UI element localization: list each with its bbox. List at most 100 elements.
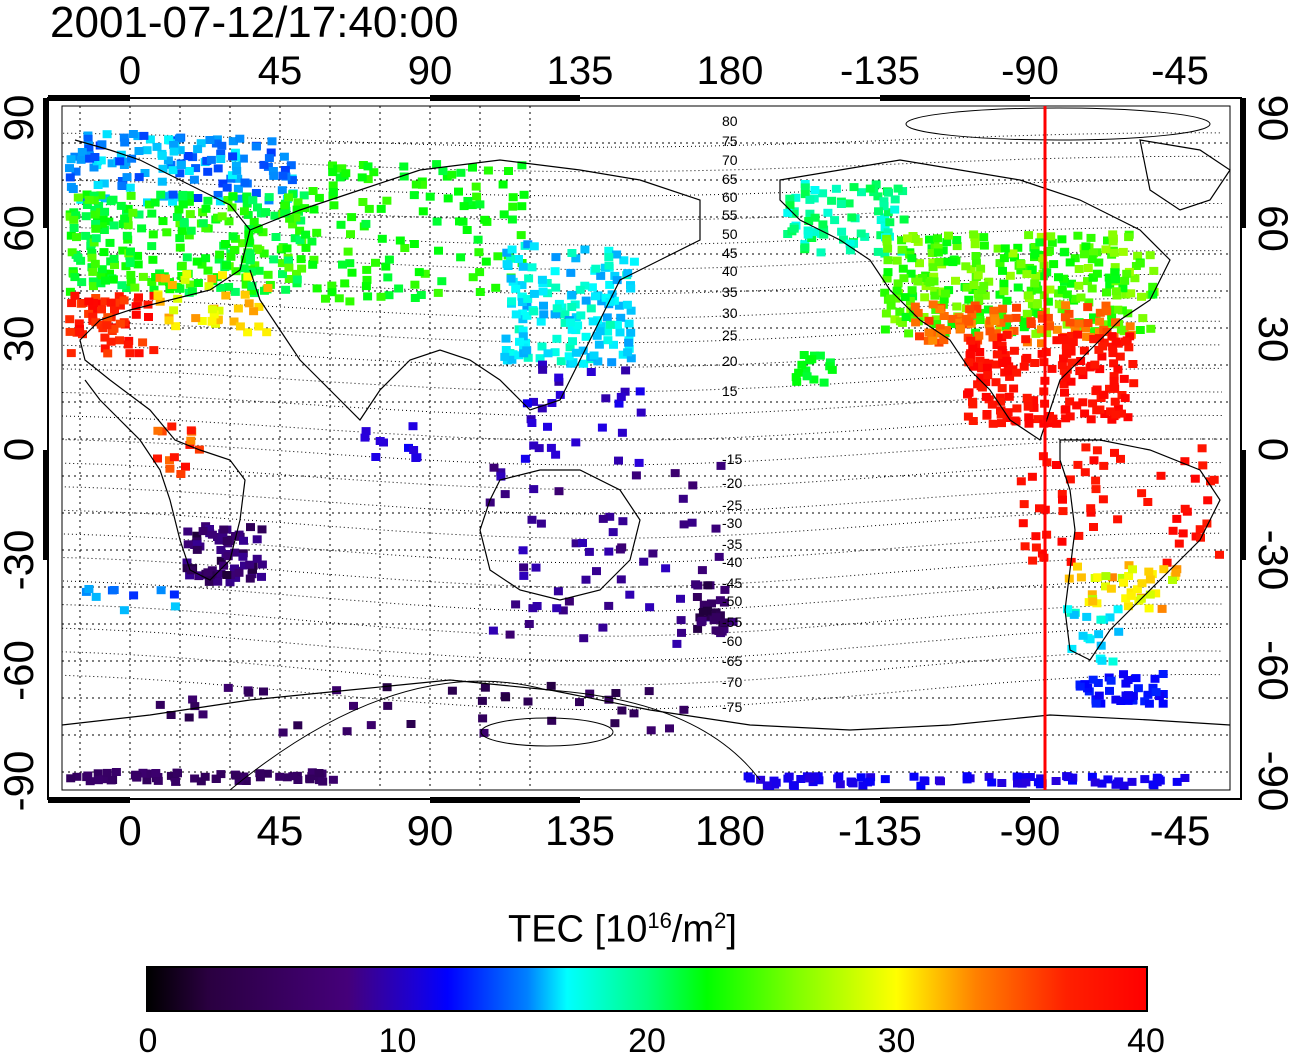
tec-cell bbox=[416, 291, 426, 299]
tec-cell bbox=[227, 171, 237, 180]
tec-cell bbox=[1004, 362, 1014, 371]
tec-cell bbox=[278, 171, 288, 180]
tec-cell bbox=[1031, 272, 1041, 280]
tec-cell bbox=[129, 591, 139, 600]
tec-cell bbox=[211, 775, 221, 783]
tec-cell bbox=[122, 231, 132, 240]
tec-cell bbox=[222, 183, 232, 192]
tec-cell bbox=[99, 179, 109, 188]
tec-cell bbox=[1093, 679, 1103, 687]
tec-cell bbox=[536, 317, 546, 326]
tec-cell bbox=[88, 267, 98, 276]
tec-cell bbox=[1123, 309, 1133, 318]
tec-cell bbox=[910, 302, 920, 311]
coast-europe-africa bbox=[74, 139, 251, 581]
tec-cell bbox=[1108, 342, 1118, 351]
contour-label: -75 bbox=[722, 699, 742, 715]
tec-cell bbox=[278, 728, 288, 737]
tec-cell bbox=[1102, 307, 1112, 316]
tec-cell bbox=[1120, 276, 1130, 285]
tec-cell bbox=[882, 274, 892, 283]
tec-cell bbox=[898, 264, 908, 273]
tec-cell bbox=[565, 318, 575, 327]
tec-cell bbox=[616, 392, 626, 401]
tec-cell bbox=[184, 713, 194, 722]
tec-cell bbox=[107, 159, 117, 168]
tec-cell bbox=[96, 191, 106, 200]
tec-cell bbox=[240, 255, 250, 264]
tec-cell bbox=[90, 205, 100, 214]
tec-cell bbox=[220, 240, 230, 248]
tec-cell bbox=[1128, 565, 1137, 574]
tec-cell bbox=[91, 234, 101, 243]
tec-cell bbox=[375, 437, 385, 445]
tec-cell bbox=[928, 300, 938, 309]
tec-cell bbox=[507, 245, 517, 254]
tec-cell bbox=[155, 297, 165, 306]
tec-cell bbox=[201, 204, 211, 213]
tec-cell bbox=[803, 230, 813, 239]
tec-cell bbox=[527, 515, 537, 524]
tec-cell bbox=[141, 769, 151, 778]
tec-cell bbox=[127, 154, 137, 163]
tec-cell bbox=[467, 201, 477, 210]
tec-cell bbox=[1054, 273, 1063, 282]
tec-cell bbox=[615, 545, 625, 554]
coast-north-america bbox=[779, 159, 1171, 441]
tec-cell bbox=[1036, 325, 1046, 334]
tec-cell bbox=[865, 184, 875, 193]
tec-cell bbox=[165, 456, 174, 465]
tec-cell bbox=[411, 180, 421, 189]
tec-cell bbox=[942, 257, 952, 266]
tec-cell bbox=[529, 441, 539, 450]
tec-cell bbox=[420, 269, 430, 278]
tec-cell bbox=[240, 561, 249, 570]
tec-cell bbox=[1067, 644, 1077, 653]
tec-cell bbox=[1107, 573, 1117, 582]
tec-cell bbox=[873, 192, 883, 201]
tec-cell bbox=[158, 217, 168, 226]
tec-cell bbox=[254, 302, 264, 311]
tec-cell bbox=[133, 251, 143, 260]
tec-cell bbox=[975, 348, 985, 356]
tec-cell bbox=[384, 291, 394, 300]
tec-cell bbox=[905, 297, 915, 305]
tec-cell bbox=[856, 229, 866, 238]
tec-cell bbox=[500, 352, 510, 361]
tec-cell bbox=[1105, 280, 1115, 289]
tec-cell bbox=[312, 228, 322, 237]
tec-cell bbox=[679, 705, 689, 714]
tec-cell bbox=[184, 197, 194, 206]
tec-cell bbox=[152, 142, 162, 151]
tec-cell bbox=[997, 779, 1007, 787]
tec-cell bbox=[932, 320, 942, 329]
tec-cell bbox=[580, 281, 590, 290]
tec-cell bbox=[800, 243, 810, 252]
tec-cell bbox=[592, 331, 602, 340]
tec-cell bbox=[511, 600, 521, 609]
tec-cell bbox=[942, 326, 951, 335]
tec-cell bbox=[1118, 247, 1128, 256]
tec-cell bbox=[205, 136, 215, 144]
tec-cell bbox=[607, 358, 617, 367]
tec-cell bbox=[883, 256, 893, 265]
tec-cell bbox=[1126, 289, 1136, 298]
tec-cell bbox=[991, 378, 1001, 387]
tec-cell bbox=[984, 772, 994, 781]
tec-cell bbox=[216, 556, 226, 565]
tec-cell bbox=[979, 233, 989, 242]
tec-cell bbox=[253, 225, 263, 234]
tec-cell bbox=[1061, 301, 1071, 310]
tec-cell bbox=[1129, 379, 1139, 388]
tec-cell bbox=[245, 560, 255, 569]
tec-cell bbox=[66, 774, 76, 783]
tec-cell bbox=[586, 304, 596, 313]
tec-cell bbox=[982, 363, 992, 372]
tec-cell bbox=[571, 539, 581, 548]
tec-cell bbox=[1082, 612, 1092, 621]
tec-cell bbox=[169, 590, 179, 599]
tec-cell bbox=[100, 207, 110, 216]
tec-cell bbox=[224, 217, 234, 226]
tec-cell bbox=[831, 184, 841, 193]
tec-cell bbox=[1019, 500, 1029, 509]
